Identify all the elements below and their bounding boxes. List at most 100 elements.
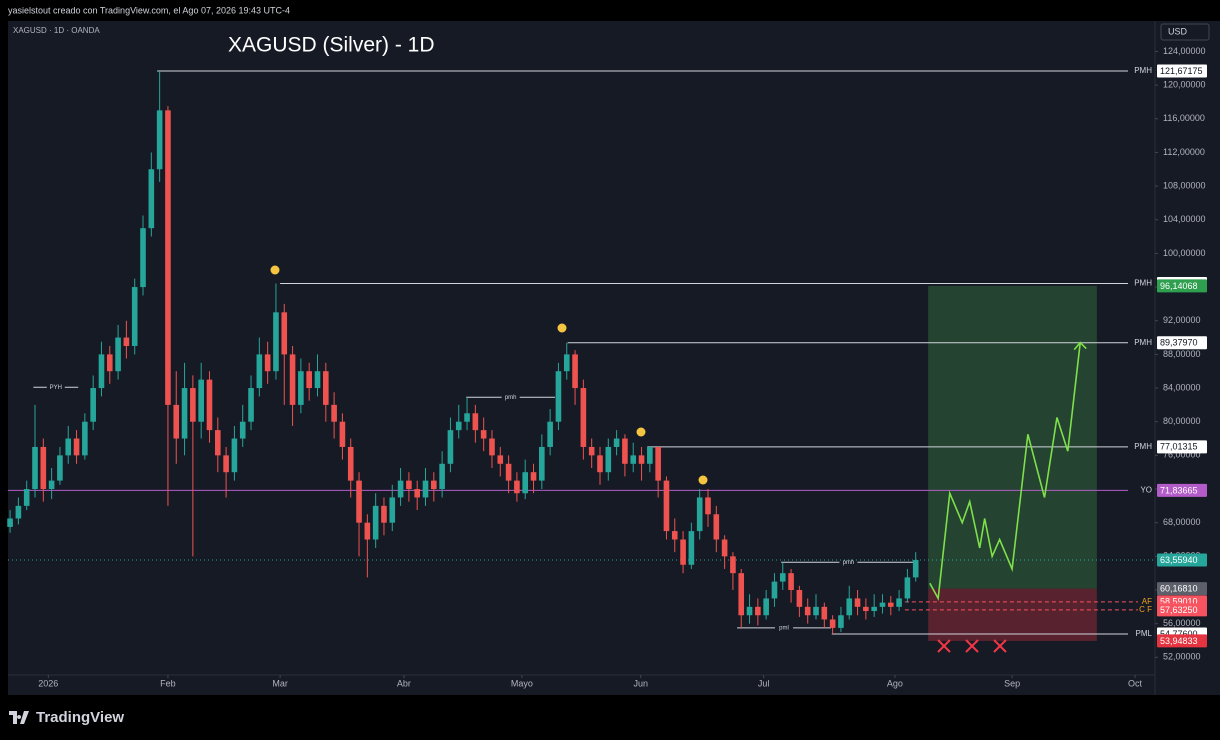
candle-body [755, 606, 761, 616]
brand-logo: TradingView [9, 709, 124, 726]
candle-body [439, 463, 445, 490]
marker-label: PYH [50, 385, 62, 391]
x-tick-label: Ago [887, 678, 903, 688]
candle-body [165, 110, 171, 405]
cross [993, 639, 1007, 653]
price-box-label: 58,59010 [1160, 597, 1198, 607]
candle-body [563, 354, 570, 372]
candle-body [447, 430, 454, 464]
y-tick-label: 52,00000 [1163, 652, 1201, 662]
candle-body [82, 421, 88, 456]
price-box [1157, 279, 1207, 293]
candle-body [356, 480, 362, 523]
candle-body [622, 438, 628, 464]
candle-body [779, 573, 786, 582]
candle-body [912, 560, 919, 578]
candle-body [190, 388, 196, 422]
candle-body [231, 438, 238, 473]
candle-body [323, 371, 329, 405]
candle-body [871, 606, 877, 612]
candle-body [522, 472, 529, 494]
projection-arrowhead [1073, 341, 1087, 351]
candle-body [514, 480, 520, 494]
candle-body [397, 480, 404, 498]
y-tick-label: 68,00000 [1163, 517, 1201, 527]
candle-body [647, 446, 653, 464]
candle-body [472, 413, 479, 431]
y-tick-label: 124,00000 [1163, 46, 1206, 56]
y-tick-label: 116,00000 [1163, 113, 1205, 123]
candle-body [248, 388, 254, 422]
marker-bg [839, 558, 858, 567]
logo-icon [9, 711, 29, 724]
candle-body [339, 421, 346, 447]
candle-body [829, 619, 836, 628]
candle-body [813, 606, 819, 616]
x-tick-label: Abr [397, 678, 411, 688]
candle-body [331, 404, 337, 422]
candle-body [40, 446, 47, 490]
candle-body [239, 421, 246, 439]
plot-layer: PMH PMH PMH PMH YO PML AFC F PYH pmh pmh pml 52,000… [7, 46, 1207, 688]
marker-bg [775, 623, 794, 632]
candle-body [597, 455, 603, 473]
y-tick-label: 80,00000 [1163, 416, 1201, 426]
stop-crosses [937, 639, 1007, 653]
y-tick-label: 108,00000 [1163, 180, 1206, 190]
brand: TradingView [36, 709, 124, 726]
candle-body [705, 497, 711, 515]
candle-body [838, 615, 844, 628]
candle-body [730, 556, 736, 574]
x-tick-label: Sep [1004, 678, 1020, 688]
candle-body [181, 388, 188, 439]
candle-body [314, 371, 321, 389]
price-box [1157, 440, 1207, 454]
y-tick-label: 84,00000 [1163, 382, 1201, 392]
marker-label: pmh [505, 395, 517, 401]
candle-body [688, 531, 695, 565]
candle-body [131, 287, 138, 346]
candle-body [381, 505, 387, 523]
lightbulb [698, 475, 708, 485]
attribution: yasielstout creado con TradingView.com, … [8, 5, 290, 15]
y-tick-label: 76,00000 [1163, 450, 1201, 460]
candle-body [173, 404, 180, 439]
x-tick-label: Mayo [511, 678, 533, 688]
candle-body [406, 480, 412, 490]
candle-body [804, 606, 811, 616]
candle-body [281, 312, 288, 355]
candle-body [489, 438, 495, 456]
chart-title: XAGUSD (Silver) - 1D [228, 34, 435, 57]
x-tick-label: Oct [1128, 678, 1143, 688]
candle-body [264, 354, 271, 372]
candle-body [156, 110, 163, 170]
candle-body [123, 337, 130, 346]
candle-body [605, 446, 612, 473]
candle-body [347, 446, 354, 481]
candle-body [572, 354, 578, 389]
position-profit-zone [928, 285, 1097, 589]
candle-body [904, 577, 911, 599]
candle-body [389, 497, 396, 523]
price-box-label: 54,77600 [1160, 629, 1198, 639]
candle-body [863, 606, 869, 612]
candle-body [896, 598, 902, 607]
candle-body [771, 581, 778, 599]
candle-body [15, 505, 22, 519]
candle-body [364, 522, 371, 540]
candle-body [48, 480, 55, 490]
candle-body [65, 438, 72, 456]
currency-box[interactable] [1160, 23, 1210, 41]
candle-body [32, 446, 38, 490]
candle-body [106, 354, 113, 372]
price-box-label: 60,16810 [1160, 583, 1198, 593]
candle-body [422, 480, 429, 498]
x-tick-label: Jun [633, 678, 648, 688]
y-tick-label: 88,00000 [1163, 349, 1201, 359]
candle-body [530, 472, 537, 481]
candle-body [788, 573, 794, 591]
candle-body [298, 371, 304, 405]
y-tick-label: 100,00000 [1163, 248, 1206, 258]
candle-body [256, 354, 263, 389]
